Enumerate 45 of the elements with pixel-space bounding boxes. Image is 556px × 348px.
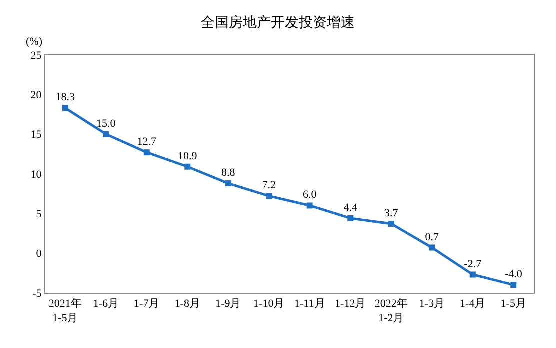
point (103, 131, 110, 138)
data-label: 3.7 (384, 207, 399, 220)
y-tick-label: 0 (36, 248, 42, 260)
point (62, 105, 68, 112)
point (225, 180, 232, 187)
data-label: -2.7 (464, 258, 482, 270)
data-label: 15.0 (96, 118, 116, 130)
x-tick-label: 1-6月 (93, 298, 119, 310)
x-tick-label: 1-7月 (134, 298, 160, 310)
x-tick-label: 2022年 1-2月 (374, 298, 408, 324)
x-tick-label: 2021年 1-5月 (48, 298, 82, 324)
x-tick-label: 1-10月 (254, 298, 285, 310)
y-tick-label: 20 (30, 90, 42, 102)
data-label: 8.8 (222, 167, 236, 180)
data-label: 7.2 (262, 180, 276, 192)
data-label: 18.3 (56, 92, 76, 104)
x-tick-label: 1-12月 (335, 298, 366, 310)
x-tick-label: 1-5月 (500, 298, 526, 310)
y-tick-label: 25 (30, 50, 42, 62)
data-label: -4.0 (504, 268, 523, 281)
x-tick-label: 1-9月 (216, 298, 242, 310)
data-label: 12.7 (137, 136, 158, 148)
data-label: 0.7 (425, 231, 440, 244)
point (306, 202, 313, 209)
point (184, 164, 191, 170)
x-tick-label: 1-4月 (460, 298, 486, 310)
data-label: 4.4 (344, 202, 358, 214)
point (510, 282, 517, 288)
y-tick-label: 10 (30, 168, 42, 181)
data-label: 6.0 (303, 189, 318, 202)
y-axis-title: (%) (26, 36, 43, 48)
point (388, 220, 394, 227)
x-tick-label: 1-11月 (294, 298, 326, 310)
y-tick-label: 5 (36, 208, 42, 221)
point (144, 150, 150, 156)
chart-title: 全国房地产开发投资增速 (201, 15, 355, 32)
point (470, 272, 476, 278)
x-tick-label: 1-3月 (419, 298, 445, 310)
y-tick-label: -5 (32, 288, 42, 300)
data-label: 10.9 (178, 150, 198, 162)
point (266, 193, 272, 200)
x-tick-label: 1-8月 (174, 298, 200, 310)
point (348, 215, 354, 222)
y-tick-label: 15 (30, 129, 42, 142)
point (429, 244, 436, 251)
